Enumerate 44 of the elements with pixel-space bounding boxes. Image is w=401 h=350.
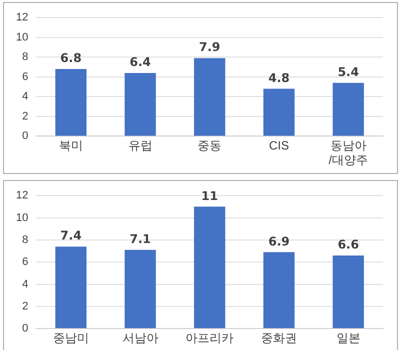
data-label: 7.1	[130, 232, 151, 246]
x-tick-label: 서남아	[122, 331, 158, 346]
x-tick-label: CIS	[268, 138, 289, 153]
bar	[263, 88, 295, 136]
bar	[194, 58, 226, 136]
y-tick-label: 0	[22, 322, 28, 335]
y-tick-label: 4	[22, 90, 28, 103]
y-tick-label: 12	[16, 12, 28, 24]
data-label: 11	[201, 188, 218, 203]
x-tick-label: 동남아 /대양주	[328, 138, 368, 168]
y-tick-label: 2	[22, 110, 28, 122]
y-tick-label: 8	[22, 234, 28, 246]
y-tick-label: 12	[16, 190, 28, 202]
x-tick-label: 북미	[58, 138, 83, 153]
bar	[332, 82, 364, 136]
y-tick-label: 0	[22, 130, 28, 142]
x-tick-label: 중화권	[260, 331, 297, 346]
bar	[55, 246, 87, 328]
y-tick-label: 4	[22, 278, 28, 290]
x-tick-label: 중동	[198, 138, 222, 153]
y-tick-label: 6	[22, 256, 28, 268]
data-label: 6.4	[130, 55, 151, 70]
data-label: 5.4	[338, 64, 359, 79]
x-tick-label: 아프리카	[186, 331, 234, 346]
bar	[55, 68, 87, 136]
bar	[332, 255, 364, 328]
y-tick-label: 6	[22, 70, 28, 83]
data-label: 6.9	[268, 234, 290, 248]
y-tick-label: 2	[22, 300, 28, 312]
y-tick-label: 10	[16, 212, 28, 224]
bar	[194, 206, 226, 328]
x-tick-label: 유럽	[128, 138, 152, 153]
data-label: 6.6	[338, 238, 359, 252]
y-tick-label: 8	[22, 51, 28, 64]
bar	[124, 250, 156, 328]
bar	[263, 252, 295, 328]
x-tick-label: 중남미	[52, 331, 89, 346]
data-label: 6.8	[60, 51, 82, 66]
y-tick-label: 10	[16, 31, 28, 44]
x-tick-label: 일본	[336, 331, 360, 346]
data-label: 4.8	[268, 70, 290, 85]
bar	[124, 72, 156, 136]
data-label: 7.4	[60, 228, 82, 243]
data-label: 7.9	[198, 40, 220, 54]
